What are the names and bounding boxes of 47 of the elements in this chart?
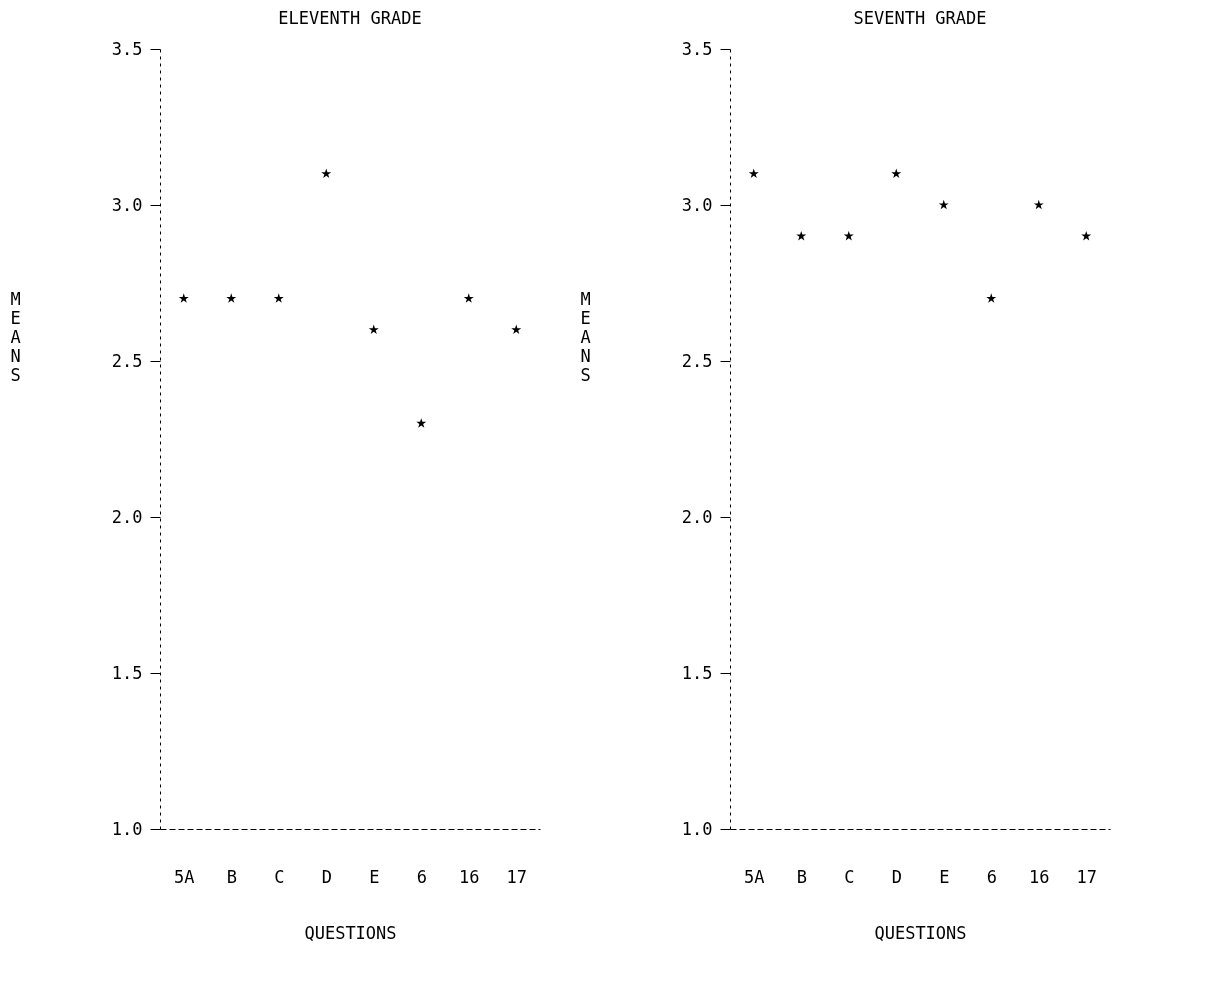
y-tick-label: 1.0 (681, 818, 713, 839)
x-tick-label: 17 (1076, 866, 1097, 887)
point (178, 293, 189, 303)
point (511, 324, 522, 335)
x-tick-label: 5A (744, 866, 765, 887)
point (891, 168, 902, 179)
y-axis-title: MEANS (580, 288, 591, 385)
x-tick-label: 5A (174, 866, 195, 887)
y-tick-label: 1.5 (111, 662, 143, 683)
y-tick-label: 3.0 (111, 194, 143, 215)
y-tick-label: 3.5 (111, 38, 143, 59)
point (416, 418, 427, 428)
y-tick-label: 2.5 (111, 350, 143, 371)
point (463, 293, 474, 303)
point (748, 168, 759, 179)
x-tick-label: C (844, 866, 855, 887)
x-tick-label: 6 (986, 866, 997, 887)
y-tick-label: 3.5 (681, 38, 713, 59)
point (986, 293, 997, 303)
point (368, 324, 379, 335)
x-tick-label: B (796, 866, 807, 887)
x-tick-label: 16 (459, 866, 480, 887)
chart-title: ELEVENTH GRADE (278, 8, 422, 28)
y-tick-label: 2.5 (681, 350, 713, 371)
x-tick-label: 6 (416, 866, 427, 887)
x-tick-label: 17 (506, 866, 527, 887)
point (1033, 199, 1044, 210)
point (226, 293, 237, 303)
x-tick-label: D (891, 866, 902, 887)
x-tick-label: E (369, 866, 380, 887)
x-tick-label: E (939, 866, 950, 887)
y-tick-label: 2.0 (111, 506, 143, 527)
y-tick-label: 1.5 (681, 662, 713, 683)
point (938, 199, 949, 210)
point (321, 168, 332, 179)
x-axis-title: QUESTIONS (874, 922, 967, 943)
chart-title: SEVENTH GRADE (853, 8, 987, 28)
point (273, 293, 284, 303)
x-tick-label: 16 (1029, 866, 1050, 887)
x-tick-label: B (226, 866, 237, 887)
y-tick-label: 2.0 (681, 506, 713, 527)
y-tick-label: 3.0 (681, 194, 713, 215)
y-axis-title: MEANS (10, 288, 21, 385)
y-tick-label: 1.0 (111, 818, 143, 839)
x-axis-title: QUESTIONS (304, 922, 397, 943)
x-tick-label: C (274, 866, 285, 887)
x-tick-label: D (321, 866, 332, 887)
